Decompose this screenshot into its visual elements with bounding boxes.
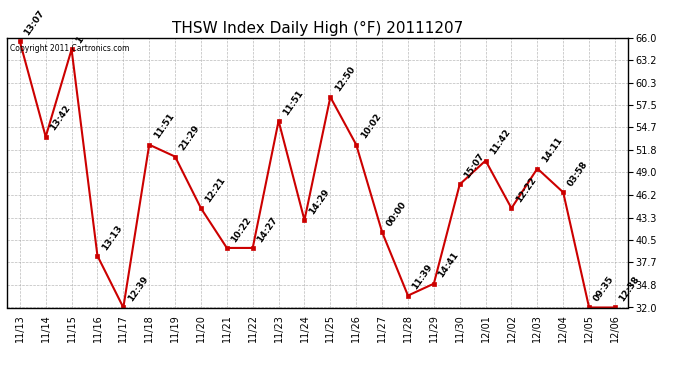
Text: 15:07: 15:07 xyxy=(462,152,486,180)
Title: THSW Index Daily High (°F) 20111207: THSW Index Daily High (°F) 20111207 xyxy=(172,21,463,36)
Text: 14:11: 14:11 xyxy=(540,136,564,164)
Text: 12:21: 12:21 xyxy=(204,176,228,204)
Text: 11:42: 11:42 xyxy=(489,128,512,156)
Text: 14:27: 14:27 xyxy=(255,215,279,244)
Text: 12:39: 12:39 xyxy=(126,274,150,303)
Text: 13:42: 13:42 xyxy=(48,104,72,133)
Text: 13:13: 13:13 xyxy=(100,223,124,252)
Text: 10:02: 10:02 xyxy=(359,112,383,141)
Text: 21:29: 21:29 xyxy=(178,124,201,153)
Text: 14:41: 14:41 xyxy=(437,251,460,279)
Text: 00:00: 00:00 xyxy=(385,200,408,228)
Text: 12:50: 12:50 xyxy=(333,64,357,93)
Text: 12:22: 12:22 xyxy=(514,176,538,204)
Text: 12:38: 12:38 xyxy=(618,275,642,303)
Text: 11:51: 11:51 xyxy=(152,112,176,141)
Text: 10:22: 10:22 xyxy=(230,215,253,244)
Text: 11:51: 11:51 xyxy=(282,88,305,117)
Text: 09:35: 09:35 xyxy=(592,275,615,303)
Text: 11:39: 11:39 xyxy=(411,263,435,291)
Text: 1: 1 xyxy=(75,35,86,45)
Text: Copyright 2011 Cartronics.com: Copyright 2011 Cartronics.com xyxy=(10,44,130,53)
Text: 13:07: 13:07 xyxy=(23,9,46,37)
Text: 14:29: 14:29 xyxy=(307,187,331,216)
Text: 03:58: 03:58 xyxy=(566,160,590,188)
